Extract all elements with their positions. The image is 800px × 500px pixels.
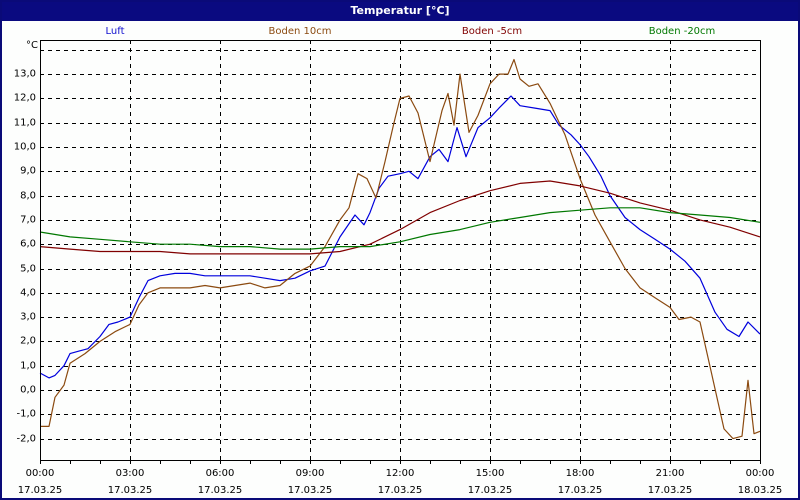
y-tick-label: 5,0 (20, 263, 36, 274)
y-tick-label: 13,0 (13, 68, 36, 80)
x-tick-label: 12:00 17.03.25 (377, 468, 423, 496)
y-tick-label: 4,0 (20, 287, 36, 299)
legend-luft: Luft (105, 26, 125, 37)
y-tick-label: 11,0 (13, 117, 36, 129)
y-axis-unit: °C (26, 40, 38, 51)
y-tick-label: 3,0 (20, 311, 36, 323)
y-tick-label: -1,0 (16, 408, 36, 420)
chart-title: Temperatur [°C] (2, 2, 798, 21)
y-tick-label: 6,0 (20, 238, 36, 250)
y-tick-label: -2,0 (16, 433, 36, 445)
series-line-boden-5cm (39, 180, 761, 255)
y-tick-label: 2,0 (20, 335, 36, 347)
x-tick-label: 00:00 18.03.25 (737, 468, 783, 496)
x-tick-label: 18:00 17.03.25 (557, 468, 603, 496)
y-tick-label: 1,0 (20, 360, 36, 372)
legend-boden-minus-20cm: Boden -20cm (648, 26, 716, 37)
series-line-boden-20cm (39, 207, 761, 250)
x-tick-label: 15:00 17.03.25 (467, 468, 513, 496)
y-tick-label: 9,0 (20, 165, 36, 177)
x-tick-label: 09:00 17.03.25 (287, 468, 333, 496)
series-line-luft (39, 95, 761, 379)
y-tick-label: 0,0 (20, 384, 36, 396)
y-tick-label: 10,0 (13, 141, 36, 153)
x-tick-label: 03:00 17.03.25 (107, 468, 153, 496)
y-tick-label: 7,0 (20, 214, 36, 226)
x-tick-label: 00:00 17.03.25 (17, 468, 63, 496)
legend-boden-10cm: Boden 10cm (268, 26, 332, 37)
x-tick-label: 06:00 17.03.25 (197, 468, 243, 496)
x-tick-label: 21:00 17.03.25 (647, 468, 693, 496)
y-tick-label: 8,0 (20, 190, 36, 202)
y-tick-label: 12,0 (13, 92, 36, 104)
legend-boden-minus-5cm: Boden -5cm (461, 26, 523, 37)
series-line-boden-10cm (40, 58, 761, 440)
